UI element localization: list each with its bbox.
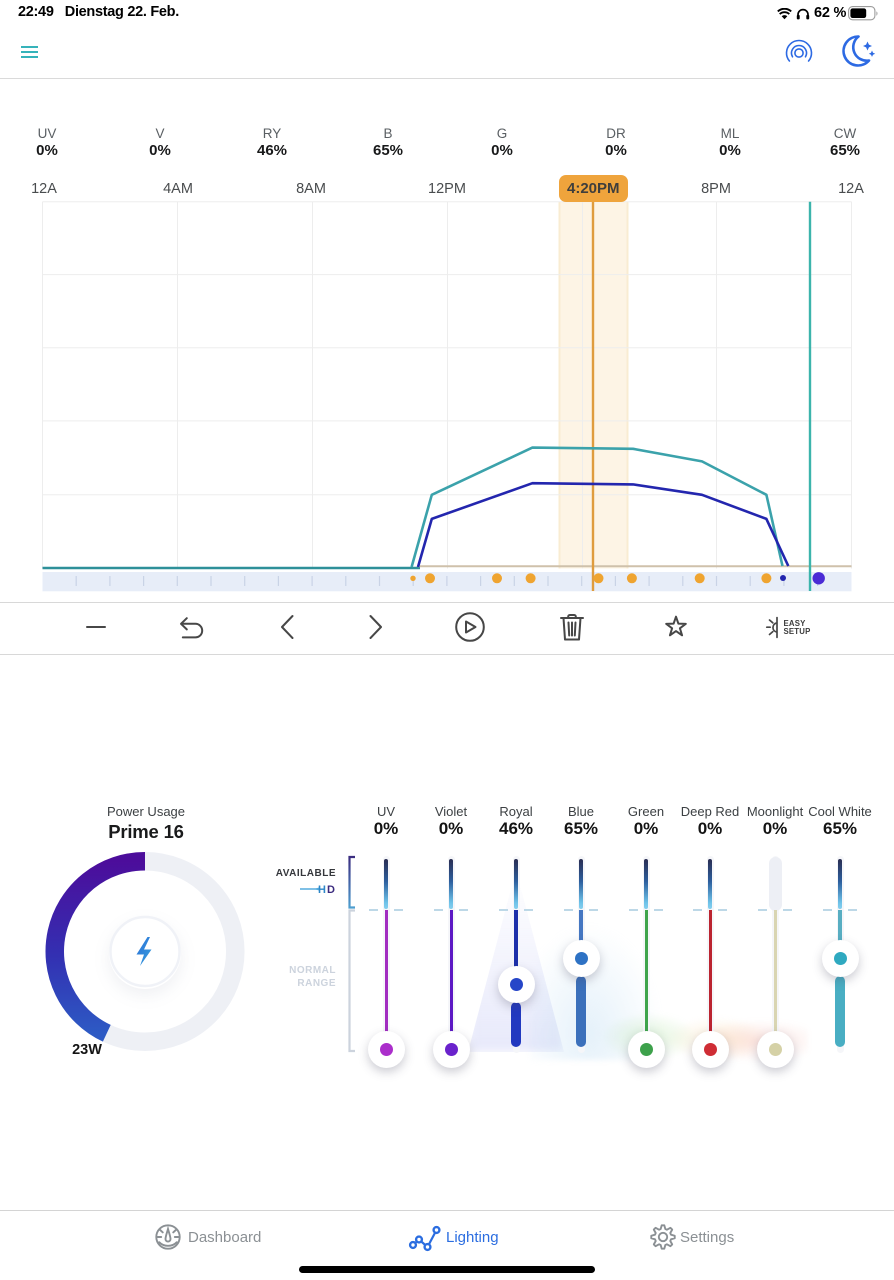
svg-text:D: D bbox=[327, 884, 335, 895]
svg-text:H: H bbox=[318, 884, 326, 895]
svg-text:EASY: EASY bbox=[784, 619, 807, 628]
svg-text:SETUP: SETUP bbox=[784, 627, 811, 636]
